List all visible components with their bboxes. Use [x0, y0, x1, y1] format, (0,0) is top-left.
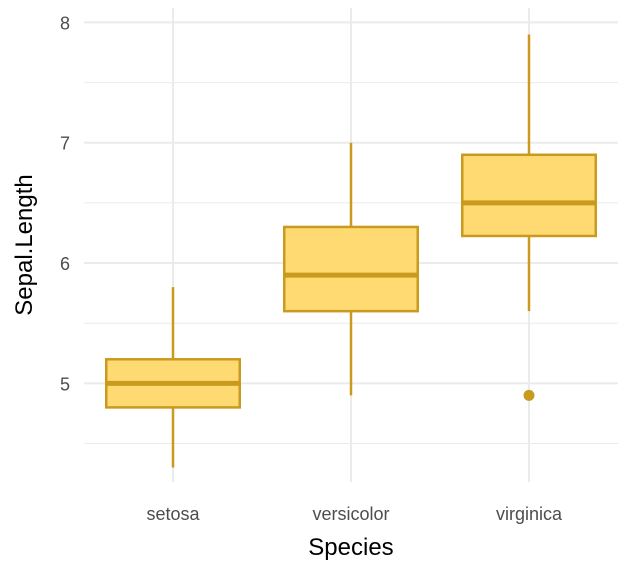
- x-tick-label: setosa: [146, 504, 200, 524]
- box-virginica: [461, 34, 597, 401]
- box-versicolor: [283, 142, 419, 396]
- box-iqr: [461, 153, 597, 238]
- y-axis-label: Sepal.Length: [11, 174, 38, 315]
- box-setosa: [105, 287, 241, 468]
- y-tick-label: 7: [60, 134, 70, 154]
- outlier-point: [523, 389, 535, 401]
- x-tick-label: versicolor: [312, 504, 389, 524]
- x-tick-label: virginica: [496, 504, 563, 524]
- y-tick-label: 6: [60, 254, 70, 274]
- y-tick-label: 8: [60, 13, 70, 33]
- x-tick-labels: setosa versicolor virginica: [146, 504, 563, 524]
- y-tick-label: 5: [60, 374, 70, 394]
- box-iqr: [283, 225, 419, 313]
- y-tick-labels: 5 6 7 8: [60, 13, 70, 394]
- x-axis-label: Species: [308, 534, 393, 561]
- boxes: [105, 34, 597, 468]
